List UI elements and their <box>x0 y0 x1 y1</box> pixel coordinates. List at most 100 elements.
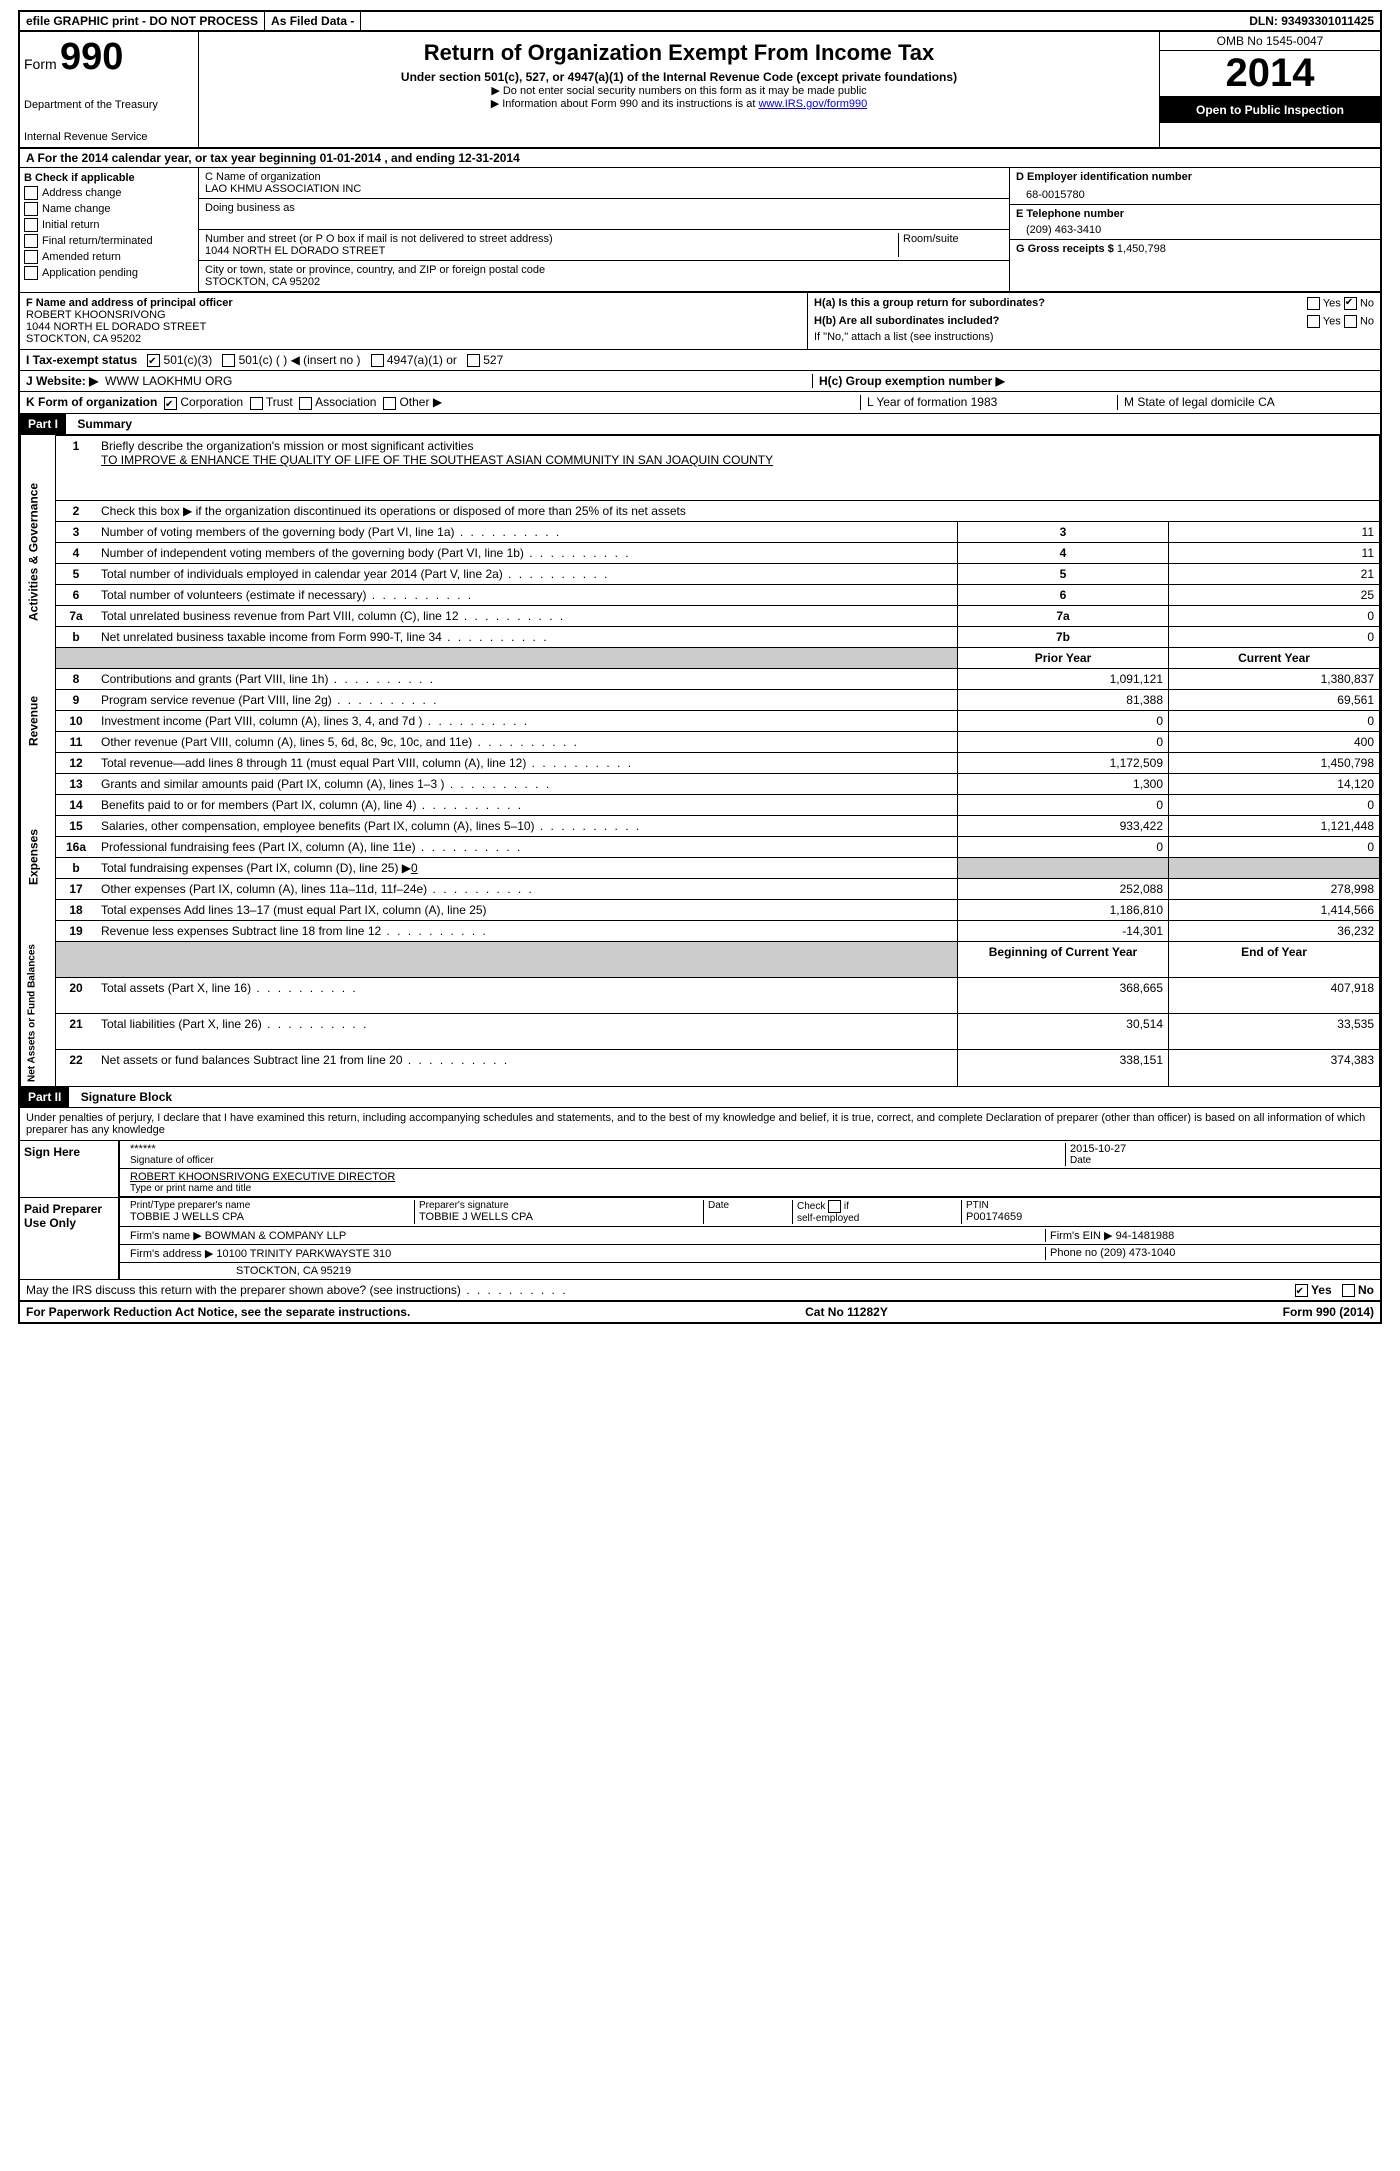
firm-name-label: Firm's name ▶ <box>130 1230 202 1242</box>
chk-initial-return[interactable]: Initial return <box>24 218 194 232</box>
open-to-public: Open to Public Inspection <box>1160 97 1380 123</box>
form-title: Return of Organization Exempt From Incom… <box>207 40 1151 66</box>
prep-name: TOBBIE J WELLS CPA <box>130 1211 410 1223</box>
chk-name-change[interactable]: Name change <box>24 202 194 216</box>
l11-text: Other revenue (Part VIII, column (A), li… <box>96 731 958 752</box>
paid-preparer-label: Paid Preparer Use Only <box>20 1198 120 1279</box>
form-number: 990 <box>60 36 123 78</box>
form-word: Form <box>24 56 57 72</box>
org-name-label: C Name of organization <box>205 171 1003 183</box>
ha-no: No <box>1360 297 1374 309</box>
hb-yes: Yes <box>1323 315 1341 327</box>
room-suite: Room/suite <box>898 233 1003 257</box>
org-name-cell: C Name of organization LAO KHMU ASSOCIAT… <box>199 168 1009 199</box>
opt-trust: Trust <box>266 395 293 409</box>
l14-text: Benefits paid to or for members (Part IX… <box>96 794 958 815</box>
form-ref: Form 990 (2014) <box>1283 1305 1374 1319</box>
signature-officer-label: Signature of officer <box>130 1155 1061 1166</box>
col-b: B Check if applicable Address change Nam… <box>20 168 199 292</box>
l7a-val: 0 <box>1169 605 1380 626</box>
l6-val: 25 <box>1169 584 1380 605</box>
l7b-val: 0 <box>1169 626 1380 647</box>
firm-name: BOWMAN & COMPANY LLP <box>205 1230 346 1242</box>
paperwork-notice: For Paperwork Reduction Act Notice, see … <box>26 1305 410 1319</box>
dln: DLN: 93493301011425 <box>1243 12 1380 30</box>
l19-text: Revenue less expenses Subtract line 18 f… <box>96 920 958 941</box>
opt-corp: Corporation <box>180 395 243 409</box>
officer-name-title: ROBERT KHOONSRIVONG EXECUTIVE DIRECTOR <box>130 1171 395 1183</box>
phone-label: E Telephone number <box>1016 208 1374 220</box>
street-cell: Number and street (or P O box if mail is… <box>199 230 1009 261</box>
l16b-inline: 0 <box>411 861 418 875</box>
l4-val: 11 <box>1169 542 1380 563</box>
year-formation: L Year of formation 1983 <box>860 395 1117 409</box>
header: Form 990 Department of the Treasury Inte… <box>20 32 1380 149</box>
vlabel-revenue: Revenue <box>21 668 56 773</box>
l10-text: Investment income (Part VIII, column (A)… <box>96 710 958 731</box>
irs-discuss-question: May the IRS discuss this return with the… <box>26 1283 568 1297</box>
irs-link[interactable]: www.IRS.gov/form990 <box>758 98 867 110</box>
dba-label: Doing business as <box>205 202 1003 214</box>
l15-text: Salaries, other compensation, employee b… <box>96 815 958 836</box>
part-i-badge: Part I <box>20 414 66 434</box>
ha-yes: Yes <box>1323 297 1341 309</box>
phone-cell: E Telephone number (209) 463-3410 <box>1010 205 1380 240</box>
chk-final-return[interactable]: Final return/terminated <box>24 234 194 248</box>
firm-phone: (209) 473-1040 <box>1100 1247 1175 1259</box>
ein-cell: D Employer identification number 68-0015… <box>1010 168 1380 205</box>
l12-text: Total revenue—add lines 8 through 11 (mu… <box>96 752 958 773</box>
col-b-title: B Check if applicable <box>24 172 194 184</box>
prior-year-hdr: Prior Year <box>958 647 1169 668</box>
opt-assoc: Association <box>315 395 376 409</box>
self-employed: Check ifself-employed <box>793 1200 962 1224</box>
l21-text: Total liabilities (Part X, line 26) <box>96 1014 958 1050</box>
prep-date-label: Date <box>704 1200 793 1224</box>
opt-527: 527 <box>483 353 503 367</box>
dept-treasury: Department of the Treasury <box>24 99 194 111</box>
row-i: I Tax-exempt status 501(c)(3) 501(c) ( )… <box>20 350 1380 371</box>
form-org-label: K Form of organization <box>26 395 157 409</box>
topbar: efile GRAPHIC print - DO NOT PROCESS As … <box>20 12 1380 32</box>
chk-application-pending[interactable]: Application pending <box>24 266 194 280</box>
l7a-text: Total unrelated business revenue from Pa… <box>96 605 958 626</box>
cat-no: Cat No 11282Y <box>805 1305 888 1319</box>
row-j-hc: J Website: ▶ WWW LAOKHMU ORG H(c) Group … <box>20 371 1380 392</box>
opt-other: Other ▶ <box>399 395 442 409</box>
gross-value: 1,450,798 <box>1117 243 1166 255</box>
chk-amended-return[interactable]: Amended return <box>24 250 194 264</box>
dba-cell: Doing business as <box>199 199 1009 230</box>
l4-text: Number of independent voting members of … <box>96 542 958 563</box>
l2-text: Check this box ▶ if the organization dis… <box>96 500 1380 521</box>
firm-ein: 94-1481988 <box>1116 1230 1175 1242</box>
signature-stars: ****** <box>130 1143 1061 1155</box>
col-deg: D Employer identification number 68-0015… <box>1009 168 1380 291</box>
eoy-hdr: End of Year <box>1169 941 1380 977</box>
l3-val: 11 <box>1169 521 1380 542</box>
officer-label: F Name and address of principal officer <box>26 297 801 309</box>
sign-here-label: Sign Here <box>20 1141 120 1197</box>
signature-date: 2015-10-27 <box>1070 1143 1370 1155</box>
ssn-note: ▶ Do not enter social security numbers o… <box>207 84 1151 97</box>
tax-year: 2014 <box>1160 51 1380 97</box>
chk-address-change[interactable]: Address change <box>24 186 194 200</box>
boy-hdr: Beginning of Current Year <box>958 941 1169 977</box>
current-year-hdr: Current Year <box>1169 647 1380 668</box>
sign-here-row: Sign Here ****** Signature of officer 20… <box>20 1141 1380 1198</box>
ptin-value: P00174659 <box>966 1211 1370 1223</box>
irs-no: No <box>1358 1283 1374 1297</box>
gross-label: G Gross receipts $ <box>1016 243 1114 255</box>
l7b-text: Net unrelated business taxable income fr… <box>96 626 958 647</box>
website-value: WWW LAOKHMU ORG <box>105 374 232 388</box>
summary-table: Activities & Governance 1 Briefly descri… <box>20 435 1380 1087</box>
efile-notice: efile GRAPHIC print - DO NOT PROCESS <box>20 12 265 30</box>
firm-addr-label: Firm's address ▶ <box>130 1248 213 1260</box>
irs-discuss-row: May the IRS discuss this return with the… <box>20 1280 1380 1301</box>
info-note: ▶ Information about Form 990 and its ins… <box>207 97 1151 110</box>
org-name: LAO KHMU ASSOCIATION INC <box>205 183 1003 195</box>
dln-value: 93493301011425 <box>1281 14 1374 28</box>
date-label: Date <box>1070 1155 1370 1166</box>
l5-text: Total number of individuals employed in … <box>96 563 958 584</box>
row-f-h: F Name and address of principal officer … <box>20 293 1380 350</box>
city-label: City or town, state or province, country… <box>205 264 1003 276</box>
as-filed: As Filed Data - <box>265 12 361 30</box>
